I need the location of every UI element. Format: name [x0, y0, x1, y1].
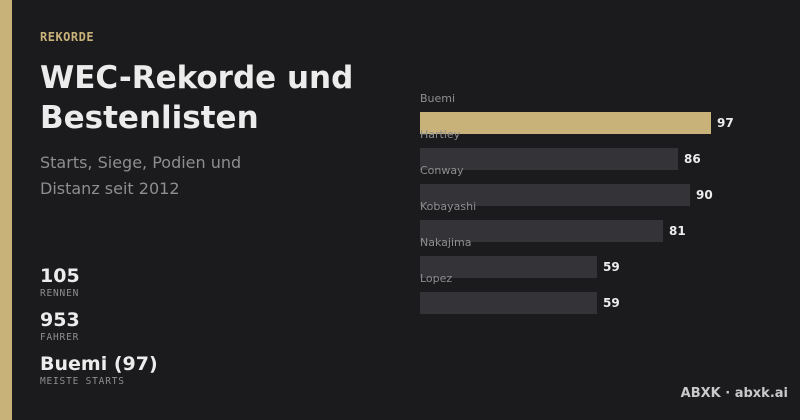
stat-most-starts: Buemi (97) MEISTE STARTS: [40, 353, 158, 388]
brand-watermark: ABXK · abxk.ai: [680, 386, 788, 401]
stat-value: 105: [40, 265, 80, 287]
bar-nakajima: [420, 256, 597, 278]
stat-value: Buemi (97): [40, 353, 158, 375]
stat-races: 105 RENNEN: [40, 265, 80, 300]
bar-kobayashi: [420, 220, 663, 242]
stat-label: FAHRER: [40, 332, 80, 343]
category-label: Hartley: [420, 128, 461, 141]
page-subtitle: Starts, Siege, Podien und Distanz seit 2…: [40, 153, 242, 198]
value-label: 59: [603, 296, 620, 310]
category-label: Lopez: [420, 272, 452, 285]
page-title: WEC-Rekorde und Bestenlisten: [40, 60, 354, 136]
bar-buemi: [420, 112, 711, 134]
value-label: 59: [603, 260, 620, 274]
value-label: 97: [717, 116, 734, 130]
value-label: 90: [696, 188, 713, 202]
accent-stripe: [0, 0, 12, 420]
value-label: 86: [684, 152, 701, 166]
bar-lopez: [420, 292, 597, 314]
category-label: Conway: [420, 164, 464, 177]
category-label: Kobayashi: [420, 200, 476, 213]
category-label: Buemi: [420, 92, 455, 105]
bar-hartley: [420, 148, 678, 170]
stat-label: MEISTE STARTS: [40, 376, 125, 387]
stat-drivers: 953 FAHRER: [40, 309, 80, 344]
category-label: Nakajima: [420, 236, 471, 249]
stat-value: 953: [40, 309, 80, 331]
section-eyebrow: REKORDE: [40, 30, 95, 44]
value-label: 81: [669, 224, 686, 238]
bar-conway: [420, 184, 690, 206]
stat-label: RENNEN: [40, 288, 80, 299]
